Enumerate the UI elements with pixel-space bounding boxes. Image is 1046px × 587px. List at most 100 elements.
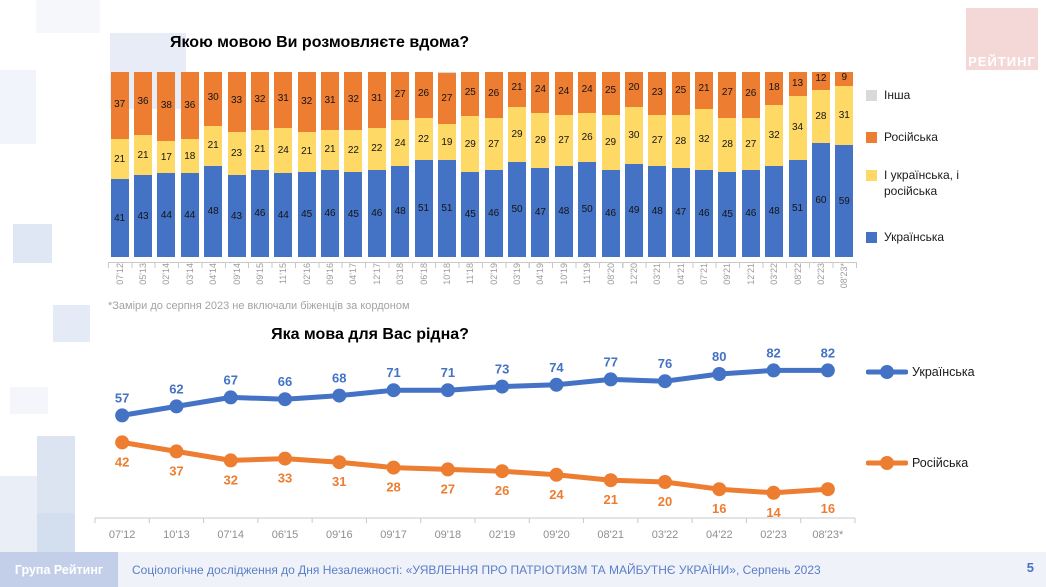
stacked-bar: 26 27 46: [484, 72, 503, 258]
data-point: [223, 390, 238, 405]
bar-column: 36 18 44 03'14: [178, 72, 201, 302]
stacked-bar: 25 29 45: [461, 72, 480, 258]
bar-column: 12 28 60 02'23: [809, 72, 832, 302]
x-axis-tick-label: 02'23: [816, 263, 826, 302]
bar-segment: 29: [601, 114, 620, 170]
bar-segment: 59: [835, 144, 854, 258]
data-point: [712, 367, 727, 381]
data-point: [386, 383, 401, 398]
legend-label: Російська: [884, 130, 938, 144]
bar-segment: 32: [250, 72, 269, 130]
bar-column: 25 29 46 08'20: [599, 72, 622, 302]
x-axis-tick-label: 09'14: [232, 263, 242, 302]
bar-segment: 27: [437, 72, 456, 125]
bar-segment: 49: [624, 163, 643, 258]
data-point-label: 21: [603, 492, 617, 507]
bar-segment: 22: [344, 129, 363, 172]
x-axis-tick-label: 03'18: [395, 263, 405, 302]
data-point-label: 24: [549, 487, 564, 502]
bar-segment: 44: [157, 173, 176, 258]
x-axis-tick-label: 07'21: [699, 263, 709, 302]
x-axis-tick-label: 02'19: [489, 263, 499, 302]
x-axis-tick-label: 11'15: [278, 263, 288, 302]
data-point-label: 37: [169, 463, 183, 478]
bar-segment: 31: [274, 72, 293, 128]
bar-segment: 12: [811, 72, 830, 90]
data-point-label: 71: [441, 365, 455, 380]
bar-segment: 27: [391, 72, 410, 121]
bar-segment: 46: [321, 169, 340, 258]
stacked-bar: 33 23 43: [227, 72, 246, 258]
bar-segment: 46: [741, 169, 760, 258]
bar-segment: 26: [741, 72, 760, 119]
x-axis-tick-label: 10'18: [442, 263, 452, 302]
stacked-bar: 25 29 46: [601, 72, 620, 258]
bar-column: 27 19 51 10'18: [435, 72, 458, 302]
x-axis-tick-label: 10'19: [559, 263, 569, 302]
data-point: [386, 460, 401, 475]
data-point: [169, 399, 184, 414]
chart1-title: Якою мовою Ви розмовляєте вдома?: [170, 34, 470, 51]
x-axis-tick-label: 06'15: [272, 529, 299, 541]
data-point: [712, 482, 727, 497]
legend-item: Російська: [866, 455, 968, 471]
bar-segment: 29: [531, 112, 550, 168]
data-point: [820, 363, 835, 378]
bar-segment: 47: [671, 167, 690, 258]
stacked-bar: 38 17 44: [157, 72, 176, 258]
data-point: [223, 453, 238, 468]
bar-segment: 25: [461, 72, 480, 117]
bar-segment: 48: [391, 165, 410, 258]
data-point: [278, 451, 292, 466]
bar-segment: 22: [367, 127, 386, 170]
stacked-bar: 12 28 60: [811, 72, 830, 258]
x-axis-tick-label: 03'14: [185, 263, 195, 302]
x-axis-tick-label: 05'13: [138, 263, 148, 302]
data-point: [658, 475, 672, 489]
legend-item: Українська: [866, 230, 996, 246]
decor-square: [53, 305, 90, 342]
bar-segment: 23: [648, 72, 667, 115]
bar-segment: 24: [391, 120, 410, 166]
stacked-bar: 27 19 51: [437, 72, 456, 258]
decor-square: [0, 476, 37, 553]
decor-square: [37, 513, 75, 553]
stacked-bar: 25 28 47: [671, 72, 690, 258]
chart1-x-axis: [108, 262, 857, 268]
stacked-bar: 21 32 46: [695, 72, 714, 258]
chart1-legend: Інша Російська І українська, і російська Ук…: [866, 80, 1041, 260]
bar-column: 37 21 41 07'12: [108, 72, 131, 302]
bar-segment: 17: [157, 141, 176, 174]
bar-column: 31 22 46 12'17: [365, 72, 388, 302]
stacked-bar: 20 30 49: [624, 72, 643, 258]
bar-column: 27 24 48 03'18: [389, 72, 412, 302]
stacked-bar: 31 22 46: [367, 72, 386, 258]
x-axis-tick-label: 03'19: [512, 263, 522, 302]
bar-segment: 48: [554, 165, 573, 258]
bar-segment: 27: [648, 114, 667, 166]
bar-column: 26 22 51 06'18: [412, 72, 435, 302]
data-point-label: 76: [658, 356, 672, 371]
decor-square: [0, 70, 36, 144]
x-axis-tick-label: 12'21: [746, 263, 756, 302]
x-axis-tick-label: 12'20: [629, 263, 639, 302]
bar-column: 21 32 46 07'21: [692, 72, 715, 302]
bar-segment: 28: [811, 89, 830, 144]
bar-segment: 32: [297, 72, 316, 132]
legend-label: І українська, і російська: [884, 168, 959, 198]
bar-segment: 27: [741, 118, 760, 170]
bar-segment: 32: [695, 108, 714, 170]
data-point-label: 62: [169, 381, 183, 396]
bar-column: 26 27 46 02'19: [482, 72, 505, 302]
bar-segment: 51: [437, 160, 456, 258]
legend-item: Російська: [866, 130, 996, 146]
bar-segment: 31: [367, 72, 386, 128]
x-axis-tick-label: 04'19: [535, 263, 545, 302]
bar-segment: 26: [484, 72, 503, 119]
x-axis-tick-label: 04'22: [706, 529, 733, 541]
bar-segment: 32: [765, 105, 784, 166]
bar-segment: 38: [157, 72, 176, 142]
bar-segment: 46: [250, 169, 269, 258]
chart1-footnote: *Заміри до серпня 2023 не включали біжен…: [108, 300, 410, 312]
x-axis-tick-label: 09'17: [380, 529, 407, 541]
